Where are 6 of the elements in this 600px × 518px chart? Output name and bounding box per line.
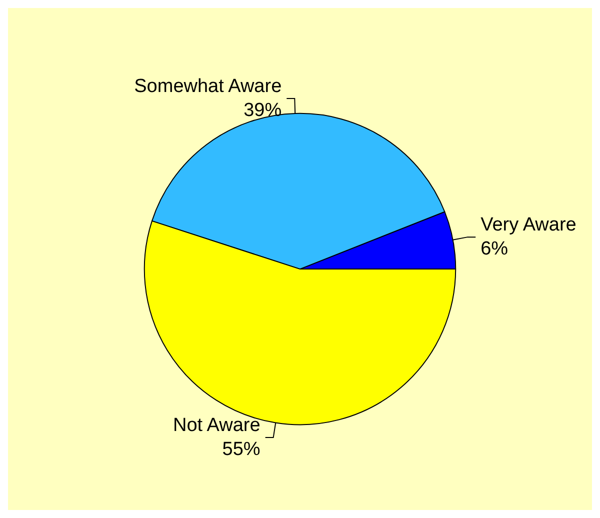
data-label: 55% bbox=[222, 439, 260, 460]
slice-label: Somewhat Aware bbox=[134, 76, 282, 98]
slice-label: Very Aware bbox=[480, 214, 576, 236]
slice-label: Not Aware bbox=[172, 415, 260, 436]
data-label: 6% bbox=[480, 238, 508, 260]
data-label: 39% bbox=[244, 100, 282, 122]
